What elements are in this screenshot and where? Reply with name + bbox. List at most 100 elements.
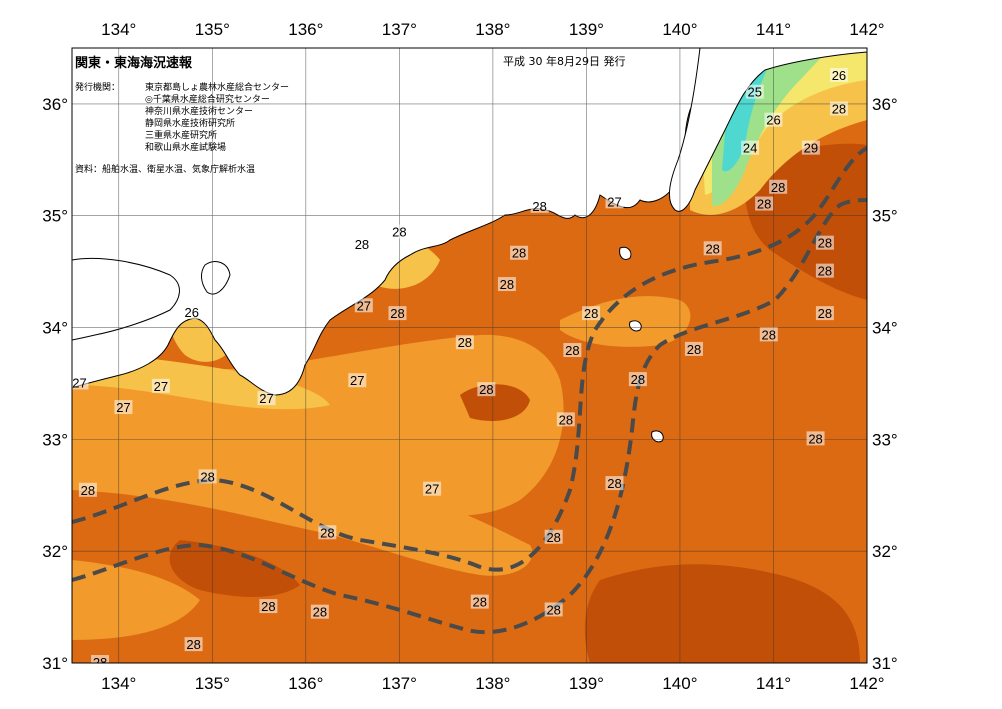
isotherm-label: 28 <box>806 431 825 446</box>
graticule <box>72 48 867 663</box>
isotherm-label: 28 <box>78 482 97 498</box>
isotherm-label-bg <box>815 235 834 250</box>
isotherm-label: 27 <box>72 375 89 390</box>
isotherm-label: 27 <box>114 400 133 415</box>
isotherm-value: 28 <box>818 236 832 251</box>
isotherm-value: 28 <box>584 306 598 321</box>
lon-label-top: 138° <box>475 20 510 39</box>
isotherm-label-bg <box>815 263 834 278</box>
issuer-org: ◎千葉県水産総合研究センター <box>145 95 270 105</box>
hot-patch-2 <box>584 564 860 663</box>
lon-label-top: 135° <box>195 20 230 39</box>
land-chiba <box>668 48 867 212</box>
isotherm-label: 28 <box>815 306 834 321</box>
issuer-org: 三重県水産研究所 <box>145 131 218 141</box>
issuer-org: 東京都島しょ農林水産総合センター <box>145 83 290 93</box>
isotherm-label: 28 <box>563 343 582 358</box>
isotherm-value: 28 <box>631 372 645 387</box>
isotherm-label-bg <box>829 67 848 82</box>
isotherm-label-bg <box>759 327 778 342</box>
land-hachijo <box>651 430 664 443</box>
isotherm-label: 28 <box>530 198 549 214</box>
isotherm-label-bg <box>388 306 407 321</box>
isotherm-label: 28 <box>198 469 217 484</box>
isotherm-value: 28 <box>313 605 327 620</box>
warm-band-27d <box>72 560 200 640</box>
isotherm-value: 26 <box>832 68 846 83</box>
isotherm-label-bg <box>544 529 563 544</box>
isotherm-label-bg <box>354 298 373 313</box>
isotherm-value: 28 <box>81 483 95 498</box>
lon-label-bottom: 134° <box>101 674 136 693</box>
isotherm-label-bg <box>806 431 825 446</box>
isotherm-value: 25 <box>748 85 762 100</box>
lat-label-right: 31° <box>872 654 898 673</box>
isotherm-value: 28 <box>512 246 526 261</box>
isotherm-label: 28 <box>184 637 203 652</box>
kuroshio-axis-south <box>72 198 867 635</box>
land <box>72 48 867 443</box>
lat-label-left: 32° <box>42 542 68 561</box>
isotherm-label-bg <box>544 602 563 617</box>
lon-label-bottom: 139° <box>569 674 604 693</box>
lat-label-left: 36° <box>42 95 68 114</box>
isotherm-value: 29 <box>804 141 818 156</box>
isotherm-label: 27 <box>423 481 442 497</box>
map-title: 関東・東海海況速報 <box>75 56 193 71</box>
isotherm-label: 24 <box>741 140 760 156</box>
isotherm-label: 28 <box>544 602 563 617</box>
isotherm-value: 27 <box>357 298 371 313</box>
issuers-block: 発行機関： 東京都島しょ農林水産総合センター ◎千葉県水産総合研究センター 神奈川… <box>75 82 289 154</box>
isotherm-label: 28 <box>91 655 110 663</box>
lon-label-top: 137° <box>382 20 417 39</box>
isotherm-value: 28 <box>355 237 369 252</box>
lon-label-bottom: 137° <box>382 674 417 693</box>
isotherm-label: 28 <box>703 241 722 256</box>
isotherm-value: 28 <box>607 476 621 491</box>
isotherm-label-bg <box>556 412 575 427</box>
warm-band-27b <box>72 420 533 576</box>
isotherm-label-bg <box>769 179 788 194</box>
lat-label-left: 33° <box>42 430 68 449</box>
lon-label-top: 139° <box>569 20 604 39</box>
isotherm-label-bg <box>801 140 820 155</box>
isotherm-label-bg <box>318 525 337 540</box>
isotherm-label-bg <box>151 378 170 393</box>
issuer-org: 和歌山県水産試験場 <box>145 143 227 153</box>
isotherm-label-bg <box>582 306 601 321</box>
isotherm-labels: 26 25 28 26 24 29 28 28 27 28 28 28 28 28 28 28 28 27 28 26… <box>72 67 848 663</box>
hot-patch-1 <box>169 540 300 597</box>
lon-label-top: 142° <box>849 20 884 39</box>
lat-label-right: 36° <box>872 95 898 114</box>
isotherm-value: 27 <box>72 375 86 390</box>
issuer-org: 神奈川県水産技術センター <box>145 107 254 117</box>
isotherm-label: 28 <box>259 599 278 614</box>
isotherm-label: 26 <box>182 305 201 320</box>
isotherm-value: 28 <box>458 335 472 350</box>
isotherm-label: 28 <box>605 476 624 491</box>
isotherm-label-bg <box>352 236 371 251</box>
issuer-org: 静岡県水産技術研究所 <box>145 119 236 129</box>
isotherm-label-bg <box>423 481 442 496</box>
isotherm-value: 28 <box>546 530 560 545</box>
lon-label-bottom: 135° <box>195 674 230 693</box>
isotherm-label-bg <box>755 196 774 211</box>
isotherm-label-bg <box>184 637 203 652</box>
isotherm-label-bg <box>390 224 409 239</box>
isotherm-label: 28 <box>755 196 774 212</box>
isotherm-label: 28 <box>582 306 601 321</box>
isotherm-value: 27 <box>154 379 168 394</box>
isotherm-label: 28 <box>310 604 329 620</box>
lon-label-bottom: 140° <box>662 674 697 693</box>
isotherm-label-bg <box>470 594 489 609</box>
isotherm-value: 28 <box>479 382 493 397</box>
isotherm-value: 28 <box>532 199 546 214</box>
isotherm-label: 25 <box>745 84 764 100</box>
isotherm-label: 26 <box>764 112 783 128</box>
isotherm-label: 27 <box>348 373 367 388</box>
isotherm-label-bg <box>605 476 624 491</box>
isotherm-value: 28 <box>687 342 701 357</box>
issue-date: 平成 30 年8月29日 発行 <box>503 55 626 68</box>
isotherm-label-bg <box>815 306 834 321</box>
isotherm-label-bg <box>78 482 97 497</box>
